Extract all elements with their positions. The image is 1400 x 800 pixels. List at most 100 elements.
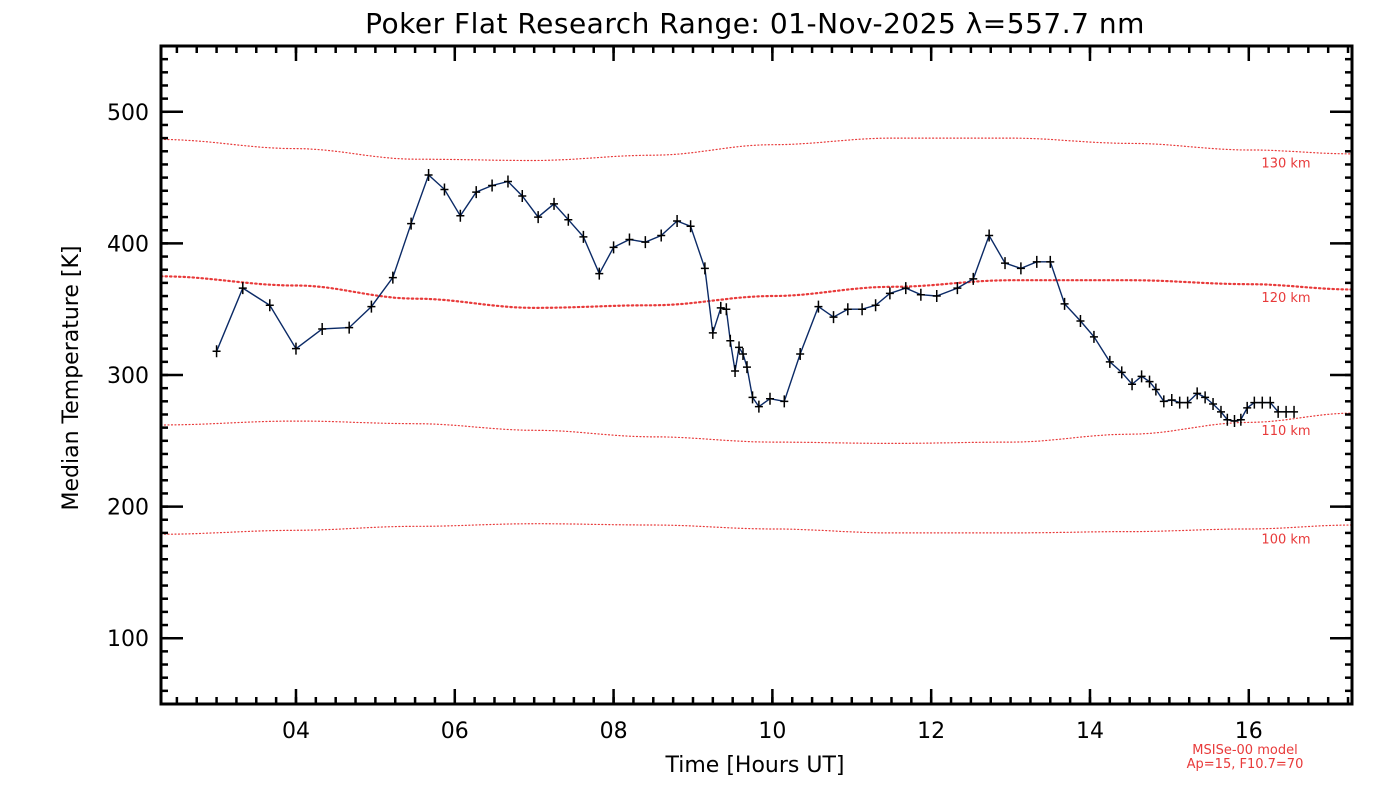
data-point-marker (739, 347, 748, 360)
model-curve-label: 130 km (1261, 156, 1310, 171)
data-point-marker (1193, 387, 1202, 400)
data-point-marker (1201, 391, 1210, 404)
data-point-marker (424, 168, 433, 181)
model-curve-label: 110 km (1261, 424, 1310, 439)
data-point-marker (550, 197, 559, 210)
data-point-marker (731, 365, 740, 378)
model-credit-line-1: MSISe-00 model (1192, 743, 1297, 758)
model-curve-label: 100 km (1261, 532, 1310, 547)
data-point-marker (885, 287, 894, 300)
data-point-marker (1216, 405, 1225, 418)
data-point-marker (503, 175, 512, 188)
data-point-marker (1258, 396, 1267, 409)
data-point-marker (625, 233, 634, 246)
data-point-marker (1290, 405, 1299, 418)
data-point-marker (754, 400, 763, 413)
data-point-marker (1175, 396, 1184, 409)
y-tick-label: 500 (107, 101, 149, 126)
data-point-marker (1076, 315, 1085, 328)
data-point-marker (735, 341, 744, 354)
data-point-marker (456, 209, 465, 222)
data-point-marker (488, 179, 497, 192)
data-point-marker (1151, 383, 1160, 396)
data-point-marker (742, 361, 751, 374)
data-point-marker (716, 301, 725, 314)
data-point-marker (843, 303, 852, 316)
model-curve-100-km (160, 523, 1353, 535)
data-point-marker (472, 186, 481, 199)
model-curves: 130 km 120 km 110 km 100 km (159, 137, 1354, 547)
model-credit-line-2: Ap=15, F10.7=70 (1187, 757, 1304, 772)
data-point-marker (1250, 396, 1259, 409)
data-point-marker (1209, 397, 1218, 410)
x-tick-label: 16 (1235, 719, 1263, 744)
x-tick-label: 08 (600, 719, 628, 744)
data-point-marker (318, 322, 327, 335)
data-point-marker (1183, 396, 1192, 409)
data-point-marker (345, 321, 354, 334)
data-point-marker (673, 215, 682, 228)
data-point-marker (609, 241, 618, 254)
data-point-marker (1145, 375, 1154, 388)
data-point-marker (1117, 366, 1126, 379)
temperature-series (212, 168, 1299, 428)
data-point-marker (814, 300, 823, 313)
y-tick-label: 300 (107, 364, 149, 389)
data-point-marker (440, 183, 449, 196)
data-point-marker (1243, 401, 1252, 414)
data-point-marker (700, 262, 709, 275)
data-point-marker (1089, 330, 1098, 343)
data-point-marker (748, 391, 757, 404)
data-point-marker (985, 229, 994, 242)
model-curve-label: 120 km (1261, 291, 1310, 306)
data-point-marker (579, 230, 588, 243)
plot-frame (159, 44, 1354, 706)
data-point-marker (595, 267, 604, 280)
data-point-marker (1274, 405, 1283, 418)
data-point-marker (969, 272, 978, 285)
data-point-marker (1016, 262, 1025, 275)
x-tick-label: 10 (758, 719, 786, 744)
x-tick-label: 04 (282, 719, 310, 744)
data-point-marker (1137, 370, 1146, 383)
data-point-marker (518, 190, 527, 203)
data-point-marker (765, 392, 774, 405)
data-point-marker (1159, 395, 1168, 408)
data-point-marker (657, 229, 666, 242)
y-axis-label: Median Temperature [K] (59, 246, 84, 511)
data-point-marker (407, 217, 416, 230)
data-point-marker (564, 213, 573, 226)
data-point-marker (212, 345, 221, 358)
y-tick-label: 100 (107, 627, 149, 652)
data-point-marker (1167, 394, 1176, 407)
chart-title: Poker Flat Research Range: 01-Nov-2025 λ… (365, 7, 1145, 40)
data-point-marker (858, 303, 867, 316)
x-tick-label: 06 (441, 719, 469, 744)
data-point-marker (1128, 378, 1137, 391)
data-point-marker (726, 334, 735, 347)
data-point-marker (265, 299, 274, 312)
data-point-marker (1046, 255, 1055, 268)
data-point-marker (1230, 415, 1239, 428)
data-point-marker (901, 282, 910, 295)
data-point-marker (780, 395, 789, 408)
data-point-marker (916, 288, 925, 301)
y-tick-label: 200 (107, 496, 149, 521)
data-point-marker (796, 347, 805, 360)
data-point-marker (1282, 405, 1291, 418)
data-point-marker (708, 326, 717, 339)
data-point-marker (1060, 297, 1069, 310)
data-point-marker (1001, 257, 1010, 270)
x-tick-label: 14 (1076, 719, 1104, 744)
data-point-marker (367, 300, 376, 313)
data-point-marker (1236, 413, 1245, 426)
data-point-marker (871, 299, 880, 312)
data-point-marker (641, 236, 650, 249)
data-point-marker (1032, 255, 1041, 268)
data-point-marker (238, 282, 247, 295)
data-point-marker (953, 282, 962, 295)
x-tick-label: 12 (917, 719, 945, 744)
data-point-marker (534, 211, 543, 224)
data-point-marker (722, 303, 731, 316)
